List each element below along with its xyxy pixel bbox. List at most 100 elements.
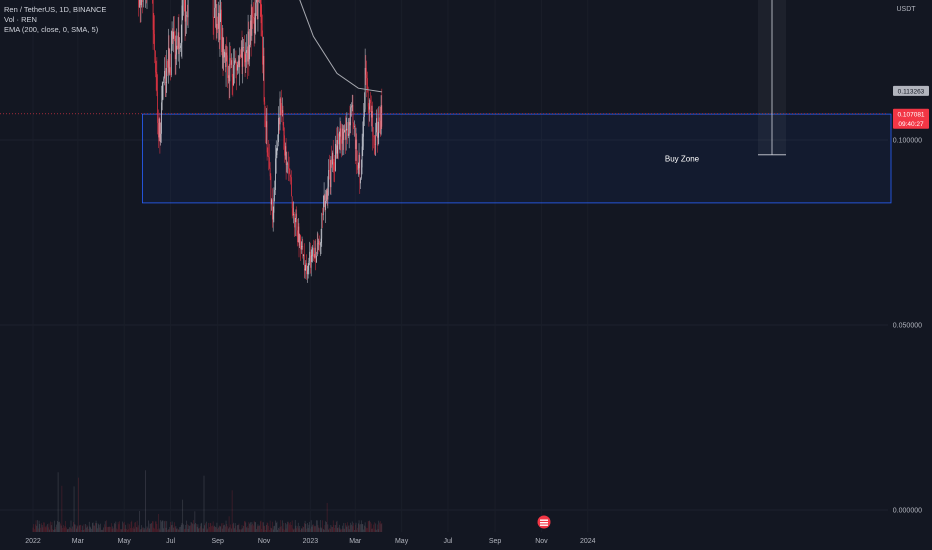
volume-bar xyxy=(278,527,279,532)
volume-bar xyxy=(267,523,269,532)
candle-body xyxy=(168,47,170,73)
volume-bar xyxy=(285,528,287,532)
candle-body xyxy=(274,189,275,199)
volume-bar xyxy=(117,529,118,532)
candle-body xyxy=(214,7,215,18)
candle-body xyxy=(232,76,234,86)
volume-bar xyxy=(228,516,230,532)
symbol-title[interactable]: Ren / TetherUS, 1D, BINANCE xyxy=(4,5,107,14)
volume-bar xyxy=(301,528,303,532)
volume-bar xyxy=(367,521,369,532)
candle-body xyxy=(303,254,304,257)
volume-bar xyxy=(183,524,184,532)
volume-bar xyxy=(331,526,332,532)
volume-bar xyxy=(127,523,129,532)
volume-bar xyxy=(69,527,70,532)
volume-bar xyxy=(154,528,155,532)
candle-body xyxy=(239,54,241,68)
candle-body xyxy=(265,115,266,128)
volume-bar xyxy=(139,511,140,532)
volume-bar xyxy=(59,521,60,532)
candle-body xyxy=(277,142,279,149)
candle-body xyxy=(155,72,157,73)
volume-bar xyxy=(295,525,297,532)
candle-body xyxy=(256,0,257,3)
volume-bar xyxy=(156,523,158,532)
volume-bar xyxy=(166,521,168,532)
candle-body xyxy=(263,55,265,102)
candle-body xyxy=(305,263,307,269)
candle-body xyxy=(162,82,164,100)
volume-bar xyxy=(162,520,164,532)
volume-bar xyxy=(92,522,94,532)
candle-body xyxy=(335,143,336,171)
volume-bar xyxy=(135,522,136,532)
volume-bar xyxy=(367,528,368,532)
candle-body xyxy=(302,246,304,257)
volume-bar xyxy=(102,529,104,532)
volume-bar xyxy=(175,525,177,532)
candle-body xyxy=(186,15,187,17)
volume-bar xyxy=(337,528,339,532)
volume-bar xyxy=(205,523,206,532)
candle-body xyxy=(164,70,166,83)
volume-bar xyxy=(105,526,107,532)
candle-body xyxy=(361,167,362,179)
candle-body xyxy=(298,226,300,246)
volume-bar xyxy=(376,524,378,532)
volume-bar xyxy=(329,528,330,532)
candle-body xyxy=(227,55,228,78)
measure-tool[interactable]: 0.204835 (214.75%) 204835 xyxy=(730,0,814,156)
candle-body xyxy=(278,117,280,125)
volume-bar xyxy=(152,521,153,532)
candle-body xyxy=(308,260,310,265)
flag-icon[interactable] xyxy=(537,515,551,529)
volume-bar xyxy=(163,528,165,532)
candle-body xyxy=(379,117,380,121)
volume-bar xyxy=(204,525,206,532)
volume-bar xyxy=(190,525,191,532)
volume-bar xyxy=(369,520,370,532)
volume-indicator-label[interactable]: Vol · REN xyxy=(4,15,37,24)
candle-body xyxy=(318,240,320,245)
volume-bar xyxy=(276,521,278,532)
candle-body xyxy=(158,118,160,138)
volume-bar xyxy=(338,527,339,532)
candle-body xyxy=(367,78,368,90)
volume-bar xyxy=(215,527,217,532)
grid xyxy=(0,139,888,511)
candle-body xyxy=(215,0,217,30)
volume-bar xyxy=(44,522,45,532)
time-axis[interactable]: 2022 Mar May Jul Sep Nov 2023 Mar May Jul Sep Nov 20… xyxy=(25,538,595,545)
volume-bar xyxy=(223,525,225,532)
volume-bar xyxy=(254,522,256,532)
volume-bar xyxy=(289,524,291,532)
time-tick-label: Nov xyxy=(258,538,271,545)
volume-bar xyxy=(190,521,192,532)
candle-body xyxy=(366,74,367,79)
volume-bar xyxy=(248,522,250,532)
volume-bar xyxy=(184,528,186,532)
candle-body xyxy=(304,268,306,271)
candle-body xyxy=(231,60,233,77)
ema-indicator-label[interactable]: EMA (200, close, 0, SMA, 5) xyxy=(4,25,99,34)
candle-body xyxy=(234,60,235,65)
volume-bar xyxy=(304,523,305,532)
candle-body xyxy=(356,139,358,166)
volume-bar xyxy=(176,528,177,532)
candle-body xyxy=(229,58,231,82)
volume-bar xyxy=(170,521,171,532)
volume-bar xyxy=(183,529,185,532)
volume-bar xyxy=(246,527,247,532)
price-tick-label: 0.000000 xyxy=(893,508,922,515)
volume-bar xyxy=(81,529,82,532)
price-axis[interactable]: USDT0.5000000.4500000.4000000.3500000.30… xyxy=(893,0,922,515)
volume-bar xyxy=(213,526,215,532)
volume-bar xyxy=(201,522,203,532)
candle-body xyxy=(257,0,259,19)
volume-bar xyxy=(207,528,209,532)
volume-bar xyxy=(195,523,196,532)
volume-bar xyxy=(291,520,293,532)
